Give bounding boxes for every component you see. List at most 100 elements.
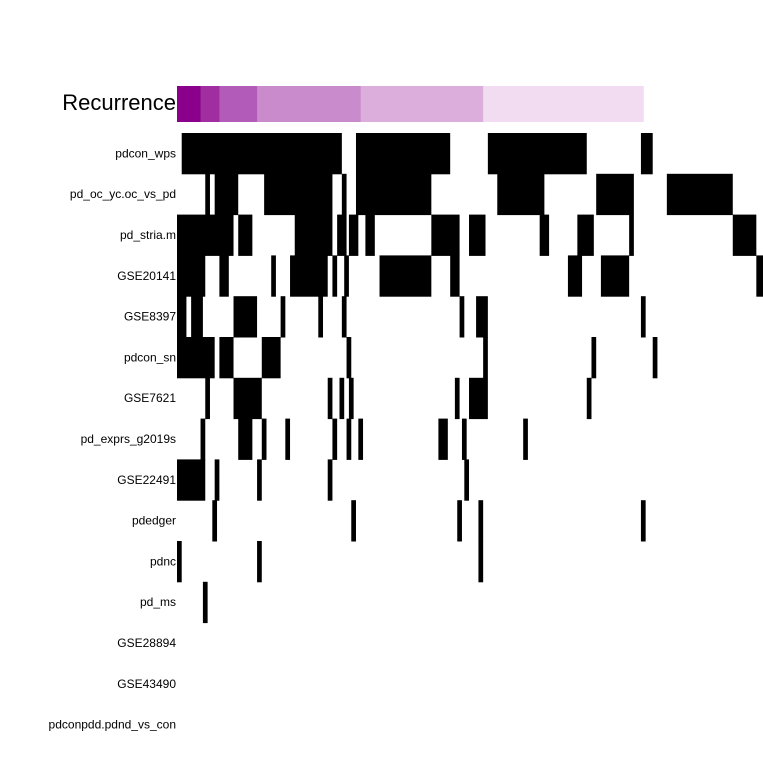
- heatmap-cell-pd_stria.m: [337, 214, 347, 256]
- recurrence-level-5: [360, 86, 484, 122]
- heatmap-cell-GSE20141: [271, 255, 276, 297]
- heatmap-cell-pd_stria.m: [577, 214, 594, 256]
- heatmap-cell-pdnc: [177, 541, 182, 583]
- heatmap-cell-pdedger: [640, 500, 646, 542]
- row-label: pd_stria.m: [120, 228, 176, 242]
- heatmap-cell-GSE22491: [327, 459, 333, 501]
- heatmap-cell-pd_exprs_g2019s: [346, 418, 352, 460]
- heatmap-cell-pd_exprs_g2019s: [238, 418, 253, 460]
- heatmap-cell-pd_oc_yc.oc_vs_pd: [355, 173, 432, 216]
- heatmap-cell-GSE22491: [257, 459, 262, 501]
- heatmap-cell-pdcon_wps: [355, 133, 451, 175]
- recurrence-level-1: [177, 86, 202, 122]
- heatmap-cell-pd_oc_yc.oc_vs_pd: [497, 173, 545, 216]
- recurrence-level-4: [257, 86, 362, 122]
- heatmap-cell-pdcon_sn: [219, 337, 234, 379]
- heatmap-cell-pdedger: [212, 500, 218, 542]
- heatmap-cell-GSE22491: [177, 459, 206, 501]
- heatmap-cell-pd_oc_yc.oc_vs_pd: [264, 173, 333, 216]
- row-label: pdconpdd.pdnd_vs_con: [49, 718, 176, 732]
- row-label: GSE43490: [117, 677, 176, 691]
- heatmap-cell-pdcon_wps: [640, 133, 653, 175]
- heatmap-cell-GSE7621: [454, 377, 460, 420]
- heatmap-cell-GSE8397: [341, 296, 347, 338]
- heatmap-cell-pdcon_sn: [483, 337, 488, 379]
- heatmap-cell-GSE7621: [469, 377, 488, 420]
- heatmap-cell-GSE22491: [464, 459, 470, 501]
- heatmap-cell-GSE8397: [476, 296, 488, 338]
- heatmap-cell-pd_stria.m: [732, 214, 757, 256]
- heatmap-cell-GSE7621: [348, 377, 354, 420]
- heatmap-cell-pd_stria.m: [177, 214, 234, 256]
- heatmap-cell-pd_stria.m: [348, 214, 359, 256]
- row-label: pdedger: [132, 514, 176, 528]
- row-label: pd_oc_yc.oc_vs_pd: [70, 187, 176, 201]
- heatmap-cell-pd_oc_yc.oc_vs_pd: [596, 173, 634, 216]
- recurrence-level-2: [200, 86, 220, 122]
- heatmap-cell-pd_stria.m: [431, 214, 460, 256]
- heatmap-cell-pdcon_sn: [346, 337, 352, 379]
- row-label: pd_ms: [140, 595, 176, 609]
- heatmap-cell-GSE8397: [459, 296, 465, 338]
- heatmap-cell-pd_oc_yc.oc_vs_pd: [341, 173, 347, 216]
- heatmap-cell-GSE20141: [379, 255, 432, 297]
- heatmap-cell-pdcon_wps: [181, 133, 342, 175]
- heatmap-cell-pdedger: [351, 500, 356, 542]
- heatmap-cell-GSE20141: [756, 255, 763, 297]
- heatmap-cell-pd_ms: [202, 581, 208, 624]
- heatmap-cell-pd_exprs_g2019s: [438, 418, 448, 460]
- heatmap-cell-pd_stria.m: [539, 214, 550, 256]
- heatmap-cell-GSE7621: [586, 377, 592, 420]
- heatmap-cell-GSE20141: [332, 255, 338, 297]
- heatmap-cell-pd_exprs_g2019s: [285, 418, 291, 460]
- heatmap-cell-pd_stria.m: [238, 214, 253, 256]
- heatmap-cell-GSE8397: [640, 296, 646, 338]
- heatmap-cell-pdcon_sn: [591, 337, 597, 379]
- heatmap-cell-GSE20141: [567, 255, 583, 297]
- heatmap-cell-GSE8397: [177, 296, 187, 338]
- heatmap-cell-GSE20141: [219, 255, 229, 297]
- row-labels: pdcon_wps pd_oc_yc.oc_vs_pd pd_stria.m GSE2…: [49, 146, 177, 731]
- heatmap-cell-GSE7621: [205, 377, 210, 420]
- heatmap-cell-pdedger: [478, 500, 484, 542]
- heatmap-cell-GSE7621: [327, 377, 333, 420]
- heatmap-cell-GSE22491: [214, 459, 220, 501]
- row-label: pdcon_wps: [115, 146, 176, 160]
- row-label: pd_exprs_g2019s: [81, 432, 176, 446]
- heatmap-cell-pdcon_sn: [177, 337, 215, 379]
- heatmap-cell-pd_exprs_g2019s: [461, 418, 467, 460]
- heatmap-cell-GSE8397: [318, 296, 324, 338]
- heatmap-cell-pdnc: [478, 541, 484, 583]
- heatmap-cell-GSE20141: [600, 255, 630, 297]
- heatmap-cell-pd_oc_yc.oc_vs_pd: [666, 173, 733, 216]
- row-label: GSE7621: [124, 391, 176, 405]
- heatmap-cell-GSE20141: [450, 255, 460, 297]
- heatmap-cell-pdedger: [457, 500, 462, 542]
- heatmap-cell-GSE8397: [191, 296, 203, 338]
- row-label: GSE20141: [117, 269, 176, 283]
- heatmap-cell-pd_stria.m: [469, 214, 486, 256]
- heatmap-cell-pd_oc_yc.oc_vs_pd: [214, 173, 239, 216]
- recurrence-level-3: [219, 86, 258, 122]
- row-label: GSE8397: [124, 310, 176, 324]
- row-label: GSE28894: [117, 636, 176, 650]
- heatmap-cell-GSE20141: [290, 255, 328, 297]
- heatmap-cell-pd_oc_yc.oc_vs_pd: [205, 173, 210, 216]
- recurrence-annotation-bar: [177, 86, 644, 122]
- heatmap-cell-GSE20141: [344, 255, 349, 297]
- row-label: pdcon_sn: [124, 350, 176, 364]
- heatmap-cell-GSE8397: [280, 296, 286, 338]
- heatmap-cell-pdcon_sn: [652, 337, 658, 379]
- row-label: GSE22491: [117, 473, 176, 487]
- heatmap-cell-pd_exprs_g2019s: [358, 418, 364, 460]
- heatmap-cell-pdnc: [257, 541, 262, 583]
- heatmap-cell-pdcon_wps: [487, 133, 587, 175]
- row-label: pdnc: [150, 554, 176, 568]
- heatmap-cell-GSE8397: [233, 296, 258, 338]
- heatmap-cell-pd_stria.m: [294, 214, 333, 256]
- recurrence-level-6: [483, 86, 644, 122]
- heatmap-cell-pd_exprs_g2019s: [200, 418, 206, 460]
- heatmap-cell-pd_exprs_g2019s: [332, 418, 338, 460]
- recurrence-annotation-label: Recurrence: [62, 90, 176, 115]
